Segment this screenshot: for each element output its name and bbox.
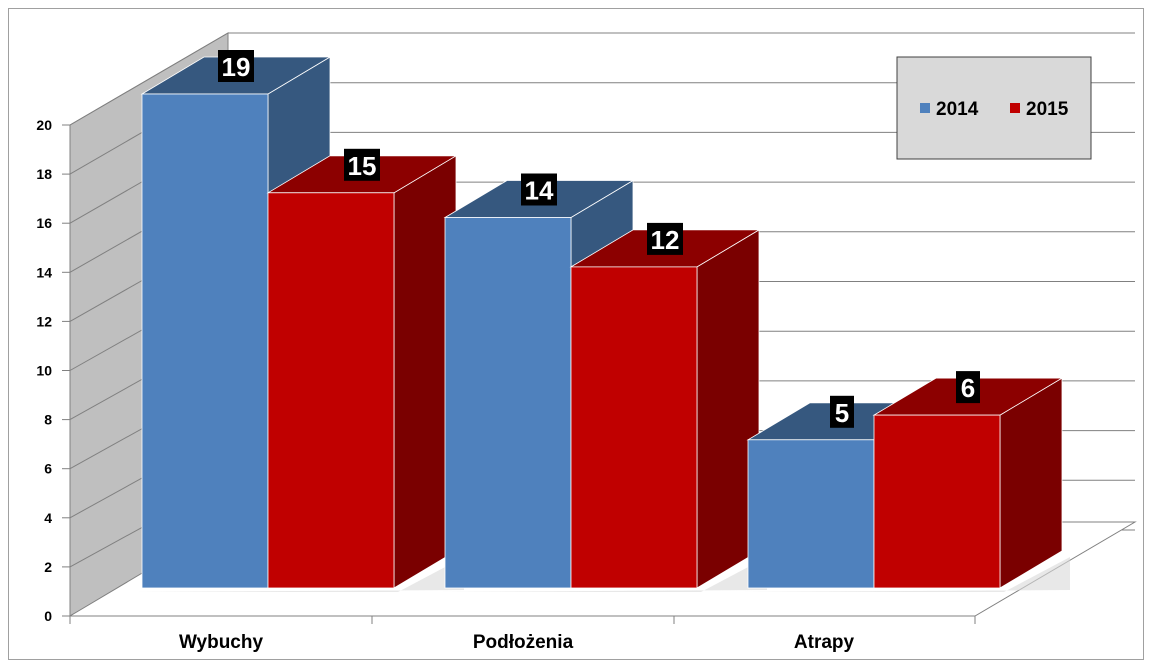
bar-shadow	[742, 557, 1070, 592]
data-labels: 19 15 14 12 5 6	[218, 50, 980, 428]
bar	[747, 439, 875, 589]
data-label-box	[344, 148, 380, 181]
bar-shadow	[439, 557, 767, 592]
floor-shadows	[136, 557, 1070, 592]
data-label: 19	[222, 52, 251, 82]
bar	[267, 192, 395, 589]
y-tick-label: 18	[36, 166, 52, 182]
data-label-box	[830, 395, 854, 428]
data-label: 12	[651, 225, 680, 255]
x-tick-label: Wybuchy	[179, 632, 264, 653]
x-tick-label: Podłożenia	[473, 632, 574, 653]
y-tick-label: 10	[36, 363, 52, 379]
y-tick-label: 20	[36, 117, 52, 133]
y-tick-label: 14	[36, 264, 52, 280]
y-tick-label: 8	[44, 412, 52, 428]
data-label-box	[956, 371, 980, 404]
y-tick-label: 16	[36, 215, 52, 231]
bar	[873, 414, 1001, 589]
legend: 2014 2015	[896, 56, 1092, 160]
y-tick-label: 12	[36, 313, 52, 329]
data-label: 5	[835, 398, 849, 428]
legend-label-2015: 2015	[1026, 99, 1069, 120]
data-label: 14	[525, 176, 554, 206]
y-tick-label: 4	[44, 510, 52, 526]
bar	[444, 217, 572, 589]
bars	[140, 56, 1064, 589]
legend-swatch-2014	[920, 103, 930, 113]
x-axis: Wybuchy Podłożenia Atrapy	[69, 615, 976, 653]
y-tick-label: 2	[44, 559, 52, 575]
data-label-box	[521, 173, 557, 206]
y-axis: 0 2 4 6 8 10 12 14 16 18 20	[36, 117, 71, 624]
legend-swatch-2015	[1010, 103, 1020, 113]
data-label: 15	[348, 151, 377, 181]
data-label: 6	[961, 373, 975, 403]
x-tick-label: Atrapy	[794, 632, 855, 653]
data-label-box	[647, 222, 683, 255]
bar	[141, 93, 269, 589]
y-tick-label: 6	[44, 461, 52, 477]
data-label-box	[218, 50, 254, 82]
bar	[570, 266, 698, 589]
bar-shadow	[136, 557, 464, 592]
legend-label-2014: 2014	[936, 99, 979, 120]
y-tick-label: 0	[44, 608, 52, 624]
gridline-diagonal	[69, 32, 229, 126]
